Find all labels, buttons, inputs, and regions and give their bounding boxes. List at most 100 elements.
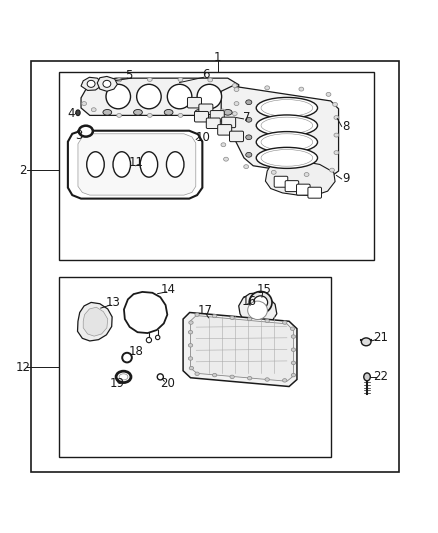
Text: 4: 4 xyxy=(67,107,75,120)
Ellipse shape xyxy=(146,337,152,343)
FancyBboxPatch shape xyxy=(285,181,299,191)
FancyBboxPatch shape xyxy=(187,98,201,108)
Text: 8: 8 xyxy=(343,120,350,133)
Polygon shape xyxy=(97,76,117,91)
Ellipse shape xyxy=(189,321,193,324)
Ellipse shape xyxy=(116,371,131,383)
Ellipse shape xyxy=(91,108,96,112)
Ellipse shape xyxy=(246,135,252,140)
Ellipse shape xyxy=(188,330,193,334)
Ellipse shape xyxy=(208,78,212,82)
Text: 10: 10 xyxy=(196,131,211,144)
Ellipse shape xyxy=(119,374,128,380)
FancyBboxPatch shape xyxy=(199,104,213,115)
Ellipse shape xyxy=(87,152,104,177)
Bar xyxy=(59,278,331,457)
Ellipse shape xyxy=(122,353,132,362)
Text: 3: 3 xyxy=(75,128,82,142)
Polygon shape xyxy=(83,307,108,336)
Ellipse shape xyxy=(283,378,287,382)
Ellipse shape xyxy=(221,143,226,147)
Ellipse shape xyxy=(178,114,183,117)
Ellipse shape xyxy=(291,335,296,338)
Ellipse shape xyxy=(137,84,161,109)
Ellipse shape xyxy=(246,152,252,157)
Ellipse shape xyxy=(195,372,199,376)
Ellipse shape xyxy=(247,376,252,380)
Ellipse shape xyxy=(197,84,222,109)
Polygon shape xyxy=(81,78,239,115)
Ellipse shape xyxy=(234,87,239,92)
Ellipse shape xyxy=(189,366,194,370)
Text: 9: 9 xyxy=(342,172,350,185)
Polygon shape xyxy=(265,158,335,196)
Ellipse shape xyxy=(256,98,318,118)
Ellipse shape xyxy=(166,152,184,177)
Ellipse shape xyxy=(247,317,252,321)
Ellipse shape xyxy=(164,109,173,115)
Ellipse shape xyxy=(87,80,95,87)
Text: 1: 1 xyxy=(214,51,222,64)
Ellipse shape xyxy=(364,373,370,381)
Ellipse shape xyxy=(271,171,276,174)
FancyBboxPatch shape xyxy=(308,187,321,198)
FancyBboxPatch shape xyxy=(230,131,244,142)
Ellipse shape xyxy=(334,151,339,155)
Ellipse shape xyxy=(234,102,239,106)
Text: 17: 17 xyxy=(198,304,212,317)
Ellipse shape xyxy=(232,84,237,87)
Text: 21: 21 xyxy=(373,331,388,344)
Ellipse shape xyxy=(334,133,339,137)
Text: 6: 6 xyxy=(202,68,210,81)
Ellipse shape xyxy=(195,313,199,317)
Polygon shape xyxy=(78,302,112,341)
Ellipse shape xyxy=(79,126,93,136)
Ellipse shape xyxy=(232,112,237,116)
Polygon shape xyxy=(239,293,277,327)
Ellipse shape xyxy=(291,348,296,351)
Ellipse shape xyxy=(326,92,331,96)
Text: 19: 19 xyxy=(110,377,125,390)
Ellipse shape xyxy=(212,374,217,377)
Ellipse shape xyxy=(249,292,272,313)
Ellipse shape xyxy=(76,110,80,116)
Bar xyxy=(31,61,399,472)
Ellipse shape xyxy=(256,132,318,152)
Ellipse shape xyxy=(248,301,267,319)
Polygon shape xyxy=(68,131,202,199)
Ellipse shape xyxy=(134,109,142,115)
Ellipse shape xyxy=(91,83,96,87)
Ellipse shape xyxy=(291,361,296,365)
Ellipse shape xyxy=(220,126,225,131)
Ellipse shape xyxy=(147,114,152,117)
Ellipse shape xyxy=(113,152,131,177)
Ellipse shape xyxy=(208,113,212,117)
Ellipse shape xyxy=(261,117,313,134)
Ellipse shape xyxy=(117,78,122,82)
Text: 18: 18 xyxy=(128,345,143,358)
Ellipse shape xyxy=(224,157,229,161)
Ellipse shape xyxy=(220,109,225,113)
Ellipse shape xyxy=(188,344,193,347)
Ellipse shape xyxy=(304,173,309,176)
Ellipse shape xyxy=(261,100,313,116)
Text: 22: 22 xyxy=(373,370,388,383)
Ellipse shape xyxy=(155,335,160,340)
Ellipse shape xyxy=(334,116,339,119)
Ellipse shape xyxy=(195,109,204,115)
Ellipse shape xyxy=(283,321,287,324)
Ellipse shape xyxy=(188,357,193,360)
FancyBboxPatch shape xyxy=(210,110,224,121)
Ellipse shape xyxy=(157,374,163,380)
FancyBboxPatch shape xyxy=(297,184,310,195)
Ellipse shape xyxy=(261,134,313,150)
Polygon shape xyxy=(81,77,102,91)
Ellipse shape xyxy=(265,319,269,322)
Text: 11: 11 xyxy=(129,156,144,169)
Text: 20: 20 xyxy=(160,377,175,390)
Ellipse shape xyxy=(147,77,152,82)
Ellipse shape xyxy=(361,338,371,346)
Ellipse shape xyxy=(103,80,111,87)
Ellipse shape xyxy=(333,102,338,107)
Ellipse shape xyxy=(178,77,183,82)
